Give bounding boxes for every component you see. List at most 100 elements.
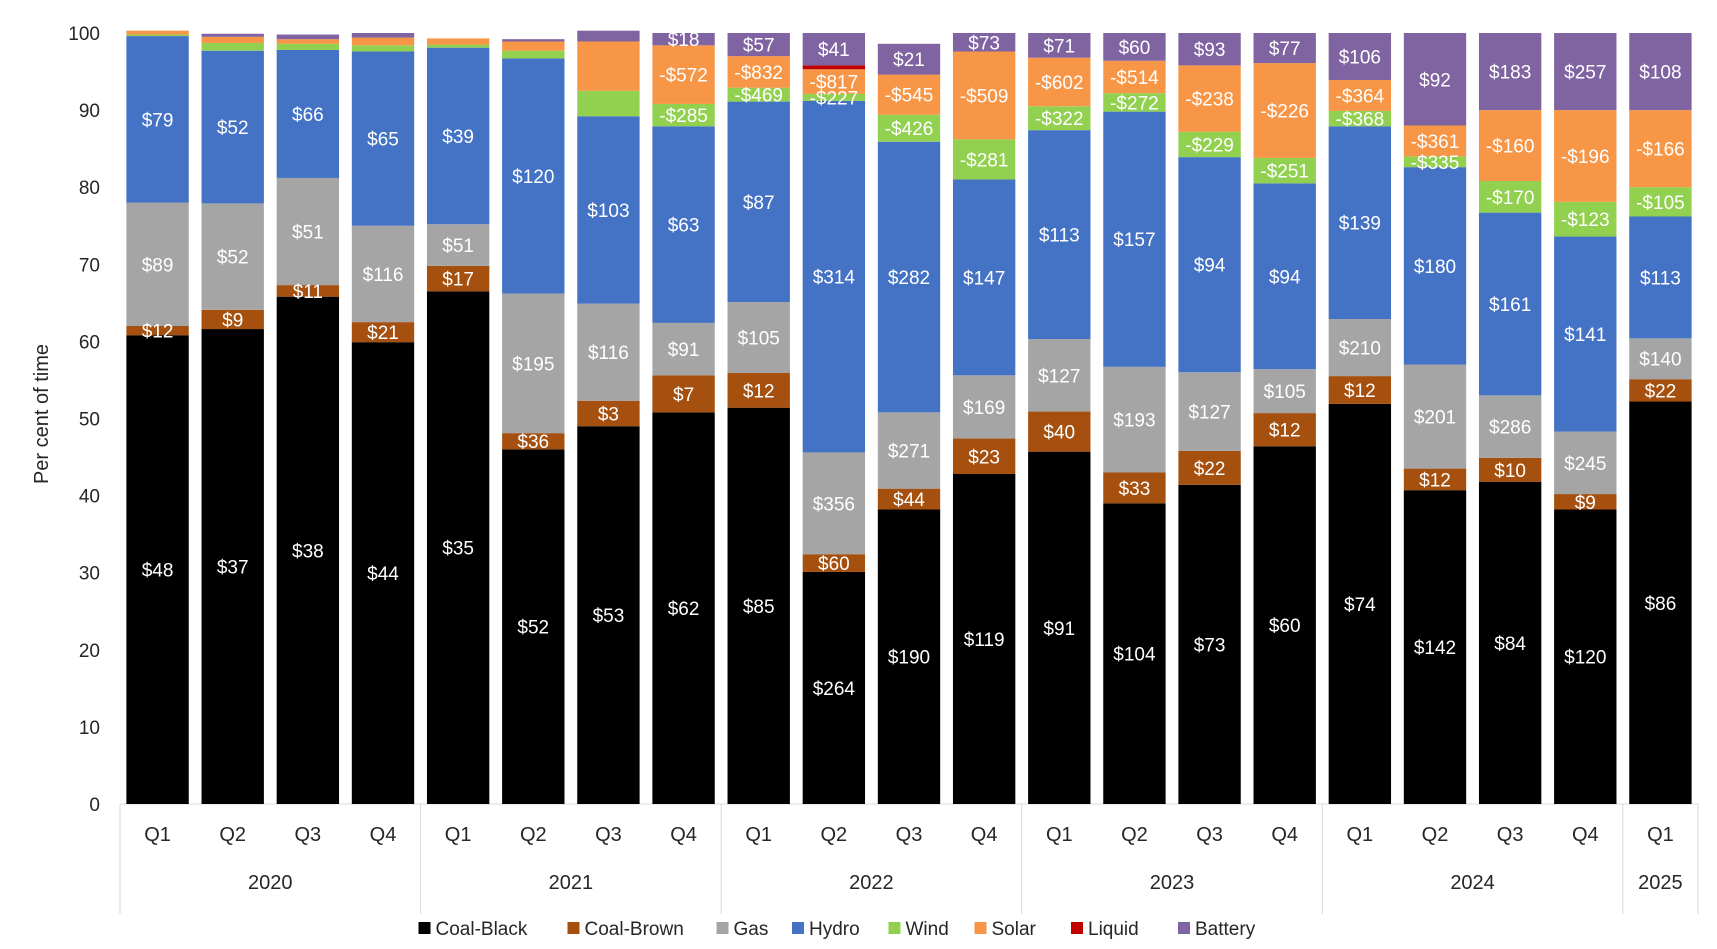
- data-label: $89: [142, 255, 174, 276]
- data-label: -$509: [960, 86, 1009, 107]
- data-label: $183: [1489, 63, 1531, 84]
- bar-segment-gas: [1178, 372, 1241, 451]
- data-label: $77: [1269, 39, 1301, 60]
- data-label: $66: [292, 105, 324, 126]
- data-label: $86: [1645, 594, 1677, 615]
- data-label: $3: [598, 404, 619, 425]
- bar-segment-coal-black: [1253, 446, 1316, 804]
- bar-segment-gas: [1253, 369, 1316, 414]
- data-label: -$251: [1260, 162, 1309, 183]
- x-tick-label: Q2: [821, 824, 848, 846]
- data-label: $161: [1489, 295, 1531, 316]
- data-label: -$166: [1636, 140, 1685, 161]
- bar-segment-coal-black: [1328, 403, 1392, 804]
- bar-segment-coal-black: [1178, 484, 1241, 804]
- bar-segment-solar: [351, 37, 415, 46]
- data-label: $12: [1269, 421, 1301, 442]
- y-tick-label: 100: [68, 24, 100, 45]
- data-label: $356: [813, 494, 855, 515]
- y-tick-label: 80: [79, 178, 100, 199]
- x-tick-label: Q3: [295, 824, 322, 846]
- data-label: $271: [888, 441, 930, 462]
- bar-segment-coal-black: [1554, 509, 1617, 804]
- bar-segment-coal-brown: [426, 265, 490, 292]
- bar-segment-coal-black: [426, 291, 490, 804]
- data-label: $52: [517, 618, 549, 639]
- bar-segment-solar: [1103, 60, 1166, 94]
- bar-segment-wind: [727, 87, 790, 102]
- bar-segment-battery: [201, 33, 264, 37]
- data-label: $94: [1269, 267, 1301, 288]
- bar-segment-hydro: [126, 36, 189, 203]
- y-tick-label: 0: [89, 795, 100, 816]
- x-tick-label: Q4: [1572, 824, 1599, 846]
- bar-segment-solar: [1554, 110, 1617, 202]
- data-label: -$170: [1486, 188, 1535, 209]
- bar-segment-hydro: [802, 100, 866, 453]
- bar-segment-wind: [201, 43, 264, 51]
- data-label: -$238: [1185, 90, 1234, 111]
- x-tick-label: Q1: [445, 824, 472, 846]
- data-label: -$335: [1411, 153, 1460, 174]
- x-tick-label: Q2: [1422, 824, 1449, 846]
- data-label: -$602: [1035, 73, 1084, 94]
- bar-segment-gas: [727, 302, 790, 374]
- y-axis: 0 10 20 30 40 50 60 70 80 90 100: [68, 24, 100, 816]
- data-label: $53: [593, 606, 625, 627]
- bar-segment-coal-brown: [1103, 472, 1166, 504]
- x-tick-label: Q4: [670, 824, 697, 846]
- data-label: $52: [217, 248, 249, 269]
- bar-segment-gas: [1103, 366, 1166, 473]
- data-label: $119: [964, 630, 1005, 651]
- bar-segment-gas: [1629, 338, 1692, 380]
- data-label: $190: [888, 648, 930, 669]
- bar-segment-wind: [351, 45, 415, 52]
- data-label: -$229: [1185, 135, 1234, 156]
- bar-segment-gas: [1403, 364, 1467, 469]
- data-label: $195: [512, 354, 554, 375]
- data-label: -$281: [960, 150, 1009, 171]
- bar-segment-coal-brown: [1328, 376, 1392, 404]
- bar-segment-coal-brown: [201, 309, 264, 330]
- bar-segment-coal-black: [1478, 481, 1542, 804]
- bar-segment-wind: [1403, 156, 1467, 168]
- bar-segment-solar: [1629, 110, 1692, 188]
- bar-segment-coal-brown: [577, 400, 640, 427]
- legend-label: Coal-Brown: [585, 919, 684, 940]
- legend-label: Wind: [906, 919, 949, 940]
- data-label: $60: [1269, 616, 1301, 637]
- data-label: $33: [1119, 479, 1151, 500]
- bar-segment-wind: [276, 43, 340, 50]
- bar-segment-gas: [502, 293, 565, 434]
- bar-segment-solar: [1403, 125, 1467, 157]
- year-label: 2025: [1638, 872, 1683, 894]
- data-label: $127: [1188, 403, 1230, 424]
- data-label: $113: [1039, 226, 1080, 247]
- bar-segment-battery: [1103, 33, 1166, 61]
- data-label: $17: [442, 270, 474, 291]
- x-tick-label: Q2: [520, 824, 547, 846]
- x-tick-label: Q1: [144, 824, 171, 846]
- data-label: -$514: [1110, 68, 1159, 89]
- data-label: $10: [1494, 461, 1526, 482]
- legend-swatch-hydro: [792, 922, 804, 934]
- bar-segment-battery: [1554, 33, 1617, 111]
- data-label: $41: [818, 40, 850, 61]
- x-tick-label: Q3: [595, 824, 622, 846]
- data-label: $92: [1419, 70, 1451, 91]
- data-label: $142: [1414, 638, 1456, 659]
- bar-segment-gas: [1554, 431, 1617, 495]
- bar-segment-wind: [1554, 201, 1617, 237]
- data-label: $106: [1339, 48, 1381, 69]
- bar-segment-solar: [502, 41, 565, 51]
- bar-segment-wind: [952, 139, 1016, 180]
- bars: [126, 30, 1692, 804]
- data-label: $65: [367, 130, 399, 151]
- bar-segment-solar: [126, 30, 189, 35]
- data-label: $116: [588, 343, 629, 364]
- y-tick-label: 40: [79, 487, 100, 508]
- data-label: -$817: [810, 73, 859, 94]
- data-label: $245: [1564, 454, 1606, 475]
- data-label: $62: [668, 599, 700, 620]
